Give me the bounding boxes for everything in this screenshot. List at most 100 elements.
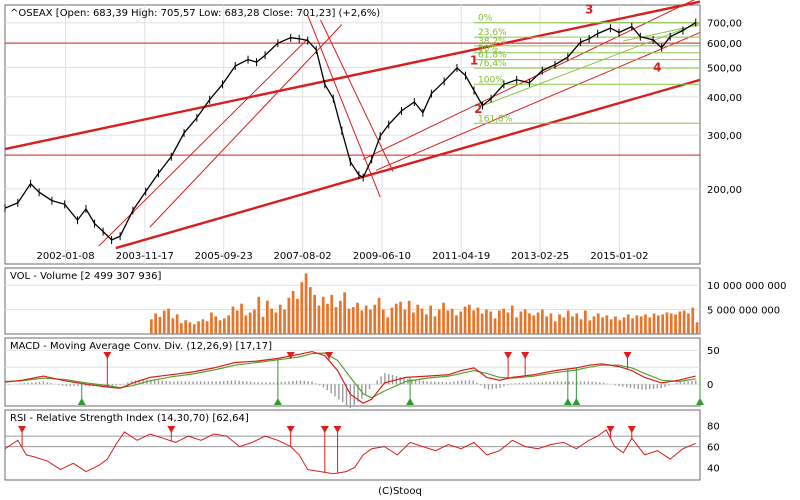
volume-bar [687, 313, 690, 334]
volume-bar [205, 321, 209, 334]
volume-y-tick-label: 10 000 000 000 [707, 281, 787, 292]
volume-bar [296, 298, 299, 334]
fibonacci-level-label: 38,2% [478, 37, 507, 47]
volume-bar [377, 297, 381, 334]
fibonacci-level-label: 76,4% [478, 59, 507, 69]
volume-bar [626, 314, 630, 334]
volume-bar [390, 307, 394, 334]
volume-bar [356, 302, 359, 334]
volume-bar [287, 297, 291, 334]
volume-bar [605, 315, 609, 334]
volume-bar [609, 319, 613, 334]
wave-label: 2 [474, 102, 482, 116]
price-x-tick-label: 2003-11-17 [116, 251, 174, 262]
rsi-y-axis: 80 60 40 [707, 422, 720, 475]
volume-bar [382, 309, 385, 334]
volume-bar [317, 305, 321, 334]
volume-bar [343, 292, 346, 334]
wave-labels: 1 2 3 4 [470, 3, 662, 116]
volume-y-axis: 10 000 000 000 5 000 000 000 [707, 281, 787, 316]
price-y-axis: 700,00 600,00 500,00 400,00 300,00 200,00 [707, 19, 742, 196]
trend-line [362, 0, 695, 160]
rsi-series-line [4, 429, 696, 475]
volume-bar [450, 308, 454, 334]
rsi-sell-marker [286, 426, 295, 433]
volume-bar [639, 316, 643, 334]
fibonacci-level-label: 161,8% [478, 114, 513, 124]
volume-bar [248, 312, 252, 334]
volume-bar [321, 296, 325, 334]
volume-bar [545, 316, 548, 334]
macd-panel-title: MACD - Moving Average Conv. Div. (12,26,… [10, 341, 272, 352]
rsi-panel: RSI - Relative Strength Index (14,30,70)… [4, 409, 720, 481]
volume-bar [214, 316, 218, 334]
macd-markers [77, 352, 704, 405]
volume-bar [223, 318, 226, 334]
sell-signal-marker [286, 352, 295, 359]
volume-bar [334, 307, 338, 334]
volume-bar [498, 310, 501, 334]
sell-signal-marker [504, 352, 513, 359]
copyright-footer: (C)Stooq [378, 486, 422, 497]
volume-bar [330, 294, 334, 334]
volume-bar [665, 312, 669, 334]
volume-bar [437, 309, 441, 334]
price-x-tick-label: 2011-04-19 [432, 251, 490, 262]
price-x-tick-label: 2005-09-23 [195, 251, 253, 262]
trend-line [375, 32, 701, 171]
volume-bar [240, 303, 243, 334]
volume-bar [266, 300, 269, 334]
volume-bar [309, 287, 312, 334]
volume-bar [562, 317, 566, 334]
rsi-markers [18, 426, 636, 474]
volume-bar [175, 314, 179, 334]
rsi-y-tick-label: 80 [707, 422, 720, 433]
rsi-sell-marker [18, 426, 27, 433]
volume-bar [558, 314, 561, 334]
rsi-sell-marker [167, 426, 176, 433]
volume-bar [480, 313, 484, 334]
volume-bar [678, 311, 682, 334]
volume-bar [635, 315, 639, 334]
volume-bar [657, 315, 660, 334]
volume-bar [652, 313, 656, 334]
volume-bar [407, 300, 411, 334]
volume-bar [257, 296, 261, 334]
volume-bar [669, 313, 673, 334]
volume-bar [274, 312, 278, 334]
price-y-tick-label: 500,00 [707, 63, 742, 74]
price-line [4, 21, 697, 241]
volume-bar [519, 311, 523, 334]
volume-bar [188, 322, 192, 334]
volume-bar [150, 319, 153, 334]
volume-bar [618, 320, 622, 334]
sell-signal-marker [325, 352, 334, 359]
macd-panel-frame [4, 337, 701, 407]
volume-bar [528, 313, 531, 334]
price-y-tick-label: 400,00 [707, 93, 742, 104]
volume-bar [532, 315, 536, 334]
volume-bar [347, 308, 351, 334]
volume-bar [631, 318, 634, 334]
volume-bar [394, 303, 398, 334]
price-grid [5, 5, 700, 264]
volume-bar [162, 310, 166, 334]
volume-bar [644, 314, 647, 334]
macd-lines [4, 350, 696, 404]
volume-bar [420, 308, 424, 334]
volume-bar [253, 309, 256, 334]
volume-bar [210, 312, 213, 334]
price-panel: 0% 23,6%38,2%50%61,8%76,4% 100% 161,8% 1 2 3 4… [4, 0, 742, 265]
macd-y-tick-label: 0 [707, 380, 713, 391]
sell-signal-marker [623, 352, 632, 359]
price-y-tick-label: 300,00 [707, 131, 742, 142]
volume-bar [648, 317, 652, 334]
wave-label: 1 [470, 54, 478, 68]
volume-bar [536, 312, 540, 334]
volume-bar [682, 310, 686, 334]
wave-label: 3 [585, 3, 593, 17]
volume-bar [231, 306, 235, 334]
rsi-sell-marker [320, 426, 329, 433]
macd-y-tick-label: 50 [707, 346, 720, 357]
volume-bar [399, 301, 402, 334]
